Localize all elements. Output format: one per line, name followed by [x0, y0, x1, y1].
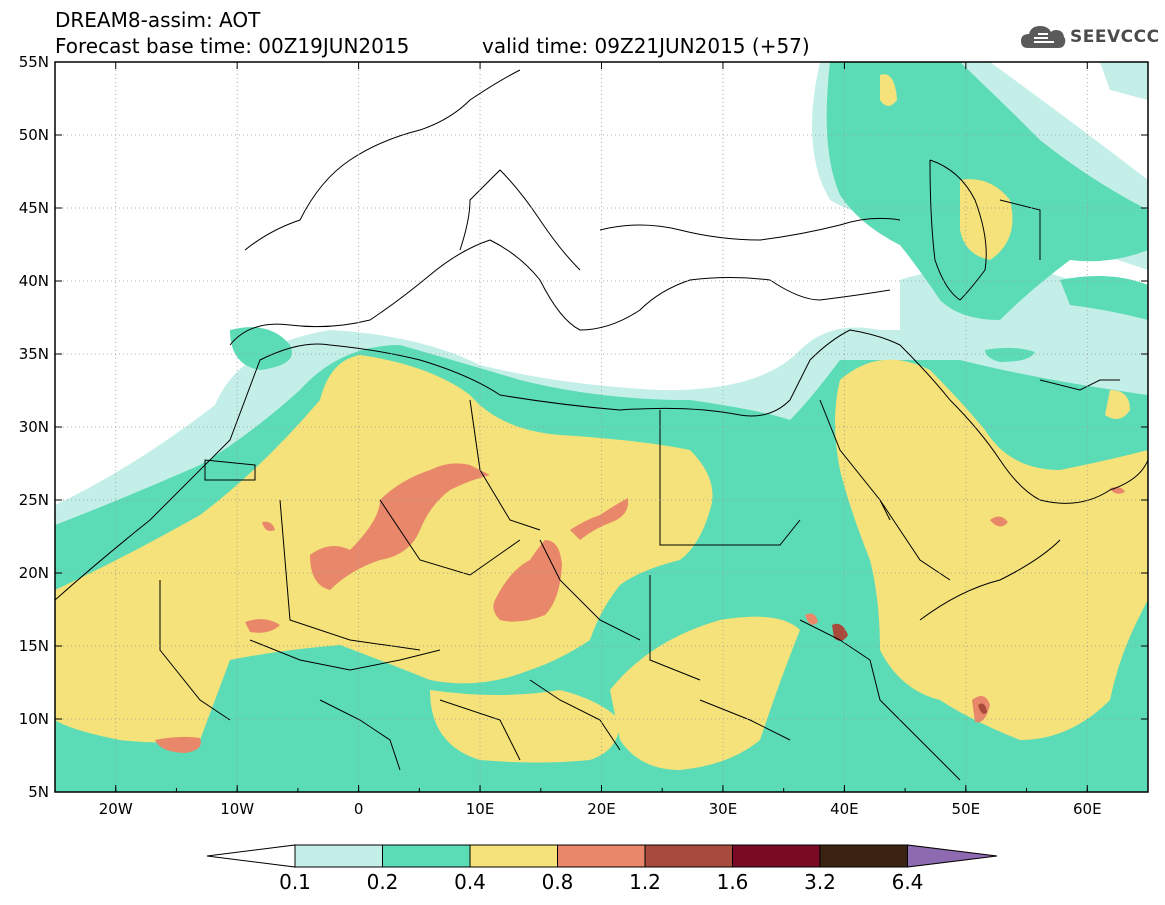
- title-line-1: DREAM8-assim: AOT: [55, 8, 261, 32]
- lon-tick-label: 50E: [952, 800, 981, 818]
- lon-tick-label: 20E: [587, 800, 616, 818]
- colorbar: 0.1 0.2 0.4 0.8 1.2 1.6 3.2 6.4: [206, 844, 998, 894]
- colorbar-bin: [819, 844, 908, 868]
- coastlines-and-borders: [55, 69, 1148, 781]
- lon-tick-label: 20W: [99, 800, 133, 818]
- lat-tick-label: 25N: [19, 491, 49, 509]
- colorbar-bin: [382, 844, 471, 868]
- lon-tick-label: 10E: [466, 800, 495, 818]
- colorbar-label: 6.4: [892, 870, 924, 894]
- colorbar-label: 1.6: [717, 870, 749, 894]
- lat-tick-label: 35N: [19, 345, 49, 363]
- lon-tick-label: 0: [354, 800, 364, 818]
- colorbar-low-arrow: [206, 844, 296, 868]
- colorbar-label: 0.1: [279, 870, 311, 894]
- lon-tick-label: 10W: [220, 800, 254, 818]
- colorbar-bin: [644, 844, 733, 868]
- colorbar-label: 1.2: [629, 870, 661, 894]
- valid-time: valid time: 09Z21JUN2015 (+57): [482, 34, 810, 58]
- lon-tick-label: 40E: [830, 800, 859, 818]
- graticule: [55, 62, 1148, 792]
- lat-tick-label: 50N: [19, 126, 49, 144]
- colorbar-label: 0.4: [454, 870, 486, 894]
- colorbar-label: 0.2: [367, 870, 399, 894]
- lat-tick-label: 55N: [19, 53, 49, 71]
- lat-tick-label: 30N: [19, 418, 49, 436]
- aot-1.2-1.6-fields: [832, 623, 987, 714]
- colorbar-bin: [469, 844, 558, 868]
- cloud-icon: [1021, 26, 1066, 48]
- seevccc-logo: SEEVCCC: [1020, 22, 1160, 52]
- lat-tick-label: 5N: [28, 783, 49, 801]
- colorbar-bin: [294, 844, 383, 868]
- colorbar-bin: [557, 844, 646, 868]
- title-line-2: Forecast base time: 00Z19JUN2015: [55, 34, 410, 58]
- lon-tick-label: 30E: [709, 800, 738, 818]
- lat-tick-label: 10N: [19, 710, 49, 728]
- lon-tick-label: 60E: [1073, 800, 1102, 818]
- lat-tick-label: 40N: [19, 272, 49, 290]
- axis-ticks: 55N 50N 45N 40N 35N 30N 25N 20N 15N 10N 5N 20W 10W 0 1…: [19, 53, 1149, 818]
- lat-tick-label: 20N: [19, 564, 49, 582]
- colorbar-high-arrow: [907, 844, 998, 868]
- lat-tick-label: 45N: [19, 199, 49, 217]
- aot-0.8-1.2-fields: [155, 463, 1125, 753]
- colorbar-label: 3.2: [804, 870, 836, 894]
- logo-text: SEEVCCC: [1070, 27, 1160, 47]
- lat-tick-label: 15N: [19, 637, 49, 655]
- colorbar-bin: [732, 844, 821, 868]
- colorbar-label: 0.8: [542, 870, 574, 894]
